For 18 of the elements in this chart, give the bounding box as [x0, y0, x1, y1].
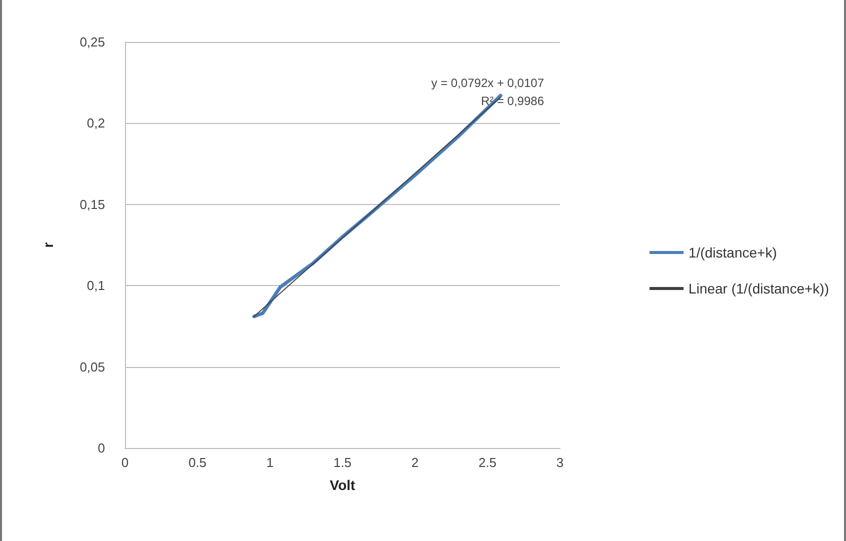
legend-label: 1/(distance+k) — [688, 244, 777, 260]
y-tick-label: 0,25 — [80, 34, 105, 50]
legend-label: Linear (1/(distance+k)) — [688, 280, 829, 296]
y-tick-label: 0,15 — [80, 196, 105, 212]
y-tick-label: 0,05 — [80, 359, 105, 374]
y-axis-title: r — [40, 242, 56, 248]
x-tick-label: 2.5 — [478, 455, 497, 470]
x-axis-title: Volt — [330, 477, 356, 493]
y-tick-label: 0 — [98, 440, 105, 456]
y-tick-label: 0,2 — [86, 116, 105, 131]
y-tick-label: 0,1 — [86, 278, 105, 294]
x-tick-label: 2 — [411, 455, 419, 470]
x-tick-label: 1 — [266, 455, 274, 470]
x-tick-label: 3 — [556, 455, 564, 470]
x-tick-label: 1.5 — [333, 455, 352, 470]
x-tick-label: 0.5 — [188, 455, 207, 470]
annotation: y = 0,0792x + 0,0107 — [431, 76, 544, 90]
x-tick-label: 0 — [121, 455, 129, 470]
